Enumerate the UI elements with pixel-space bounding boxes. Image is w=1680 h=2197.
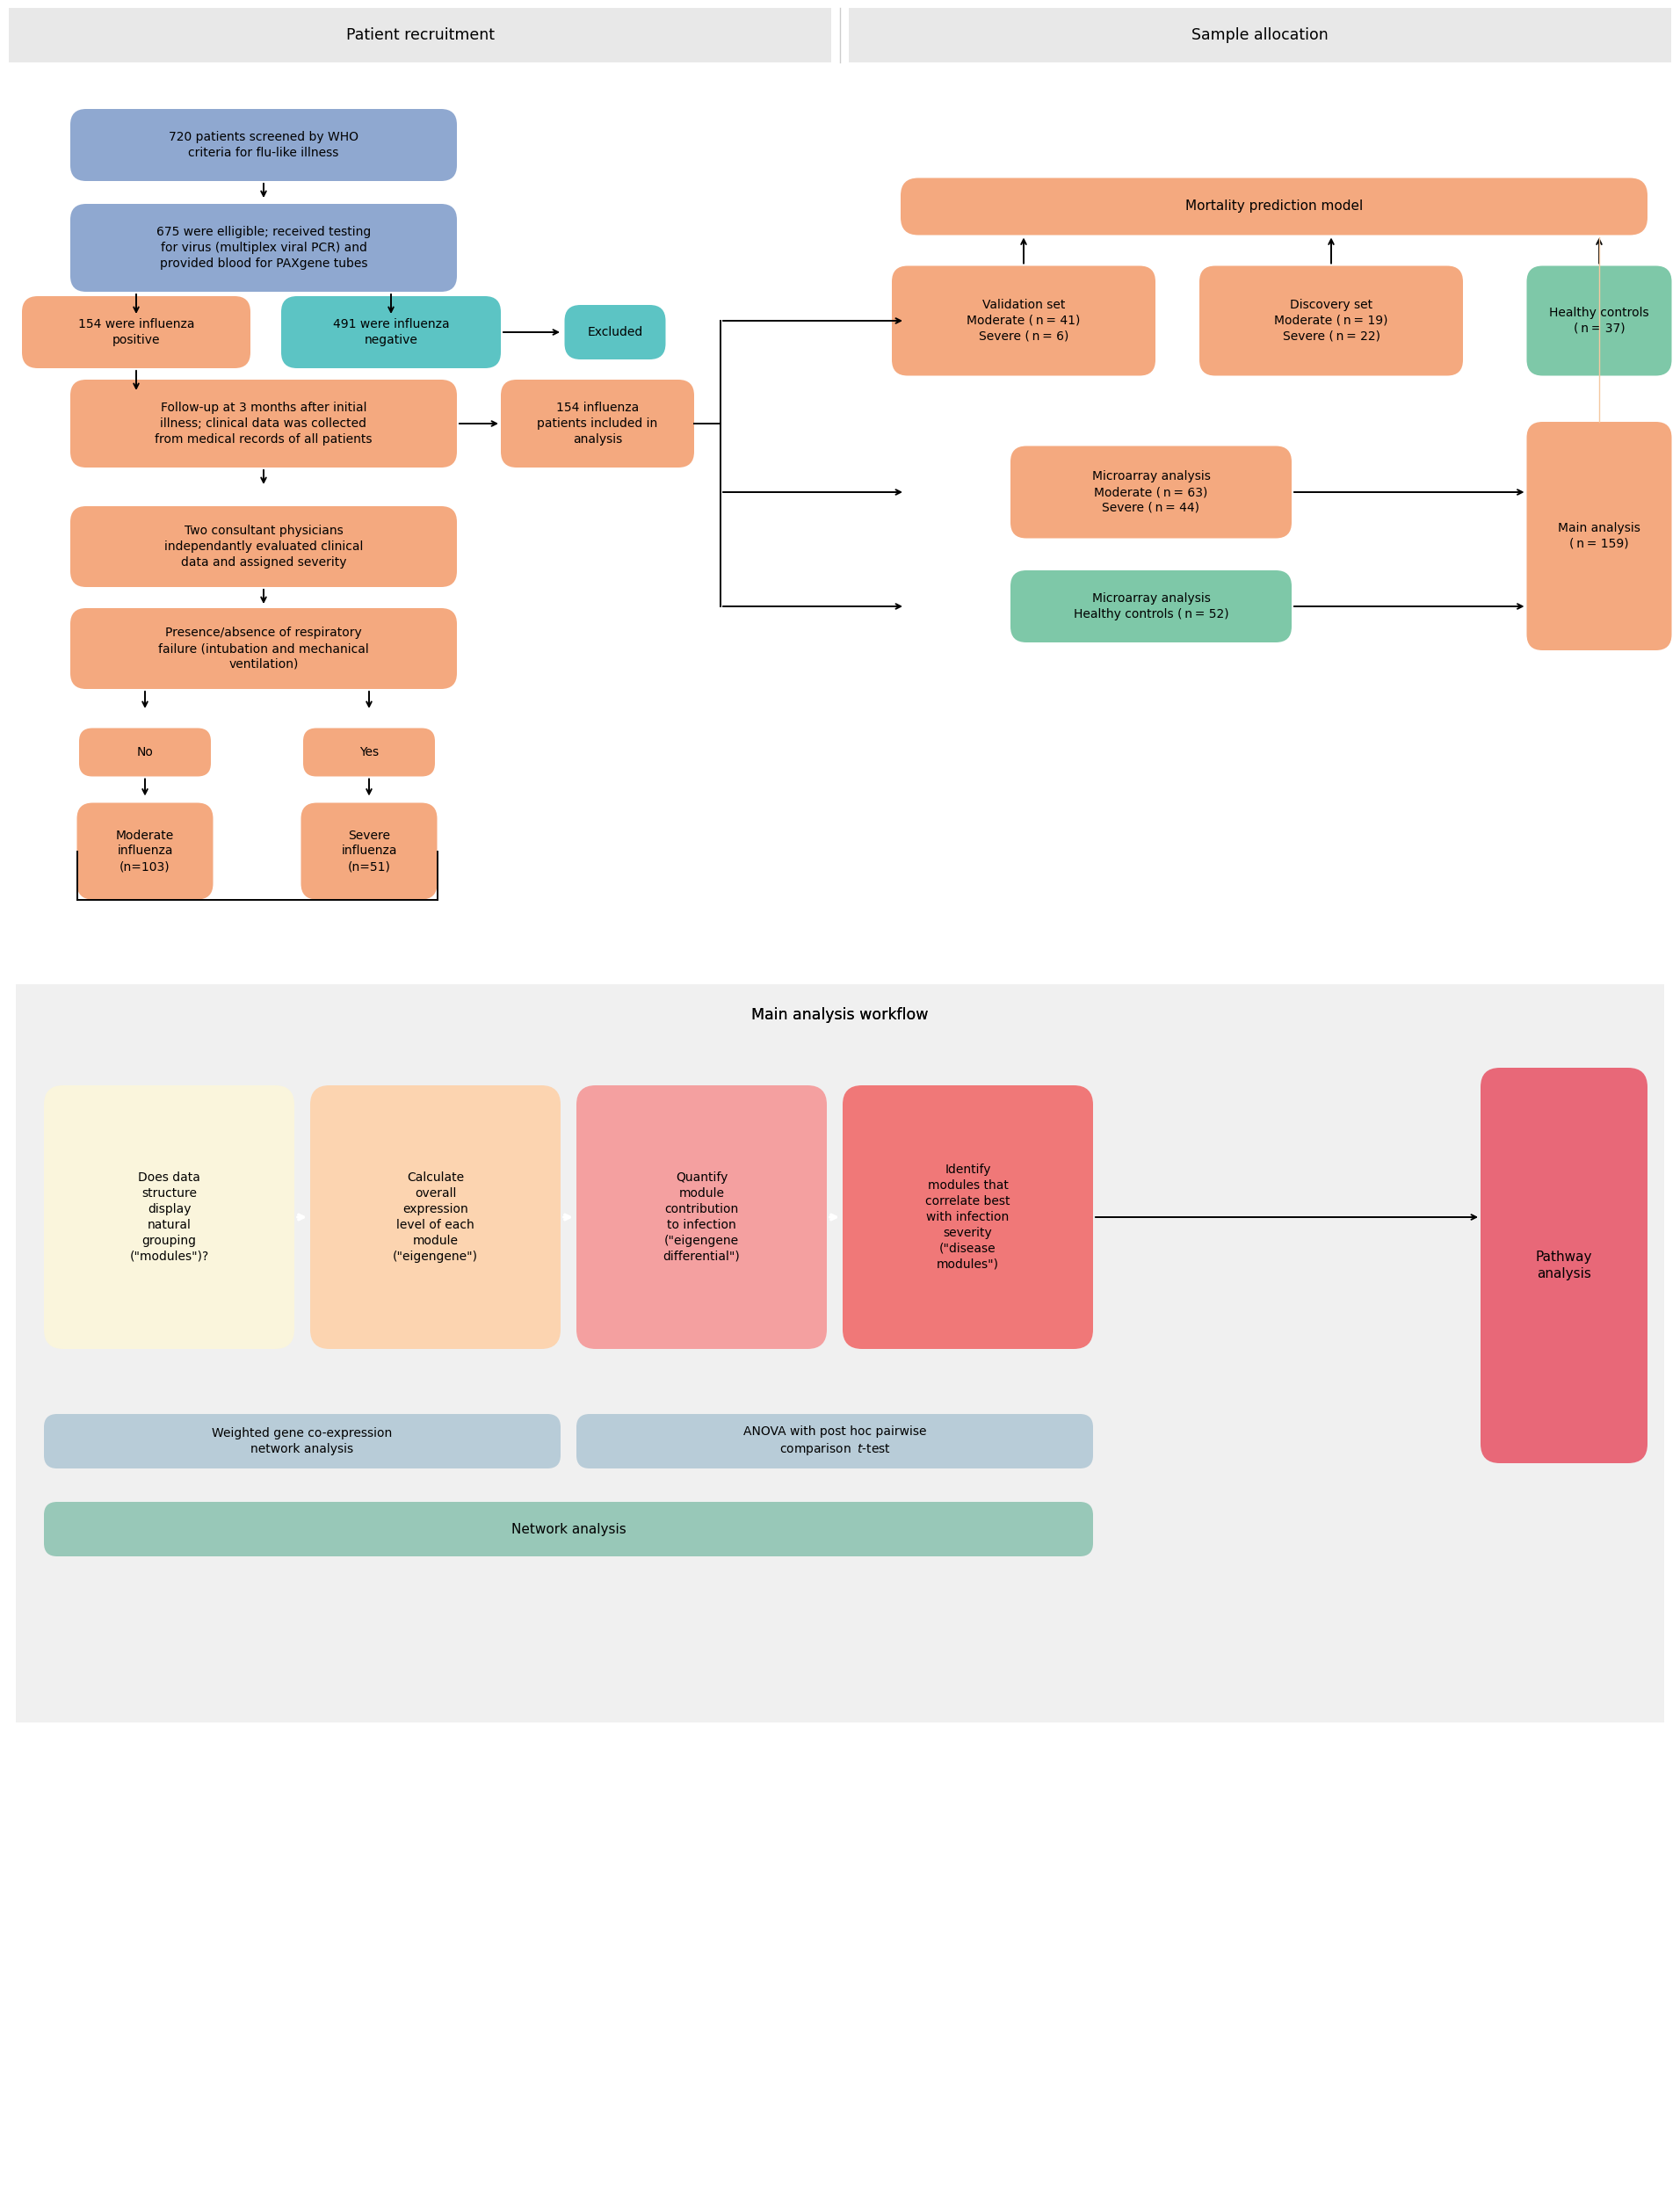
FancyBboxPatch shape [71,204,457,292]
Text: Calculate
overall
expression
level of each
module
("eigengene"): Calculate overall expression level of ea… [393,1171,479,1263]
Text: Quantify
module
contribution
to infection
("eigengene
differential"): Quantify module contribution to infectio… [664,1171,741,1263]
Text: Pathway
analysis: Pathway analysis [1536,1250,1593,1281]
Text: Patient recruitment: Patient recruitment [346,26,494,44]
Text: Yes: Yes [360,747,378,758]
FancyBboxPatch shape [1200,266,1463,376]
Text: Severe
influenza
(n=51): Severe influenza (n=51) [341,828,396,872]
Text: Microarray analysis
Healthy controls ( n = 52): Microarray analysis Healthy controls ( n… [1074,593,1228,620]
FancyBboxPatch shape [44,1085,294,1349]
FancyBboxPatch shape [44,1503,1094,1555]
FancyBboxPatch shape [15,989,1665,1041]
Text: Sample allocation: Sample allocation [1191,26,1329,44]
FancyBboxPatch shape [1480,1068,1648,1463]
Text: Presence/absence of respiratory
failure (intubation and mechanical
ventilation): Presence/absence of respiratory failure … [158,626,370,670]
Text: Two consultant physicians
independantly evaluated clinical
data and assigned sev: Two consultant physicians independantly … [165,525,363,569]
FancyBboxPatch shape [8,9,832,62]
Text: Main analysis
( n = 159): Main analysis ( n = 159) [1557,523,1640,549]
Text: ANOVA with post hoc pairwise
comparison  $t$-test: ANOVA with post hoc pairwise comparison … [743,1426,926,1457]
FancyBboxPatch shape [77,802,213,899]
Text: Follow-up at 3 months after initial
illness; clinical data was collected
from me: Follow-up at 3 months after initial illn… [155,402,373,446]
Text: Healthy controls
( n = 37): Healthy controls ( n = 37) [1549,308,1650,334]
Text: Moderate
influenza
(n=103): Moderate influenza (n=103) [116,828,175,872]
FancyBboxPatch shape [1010,571,1292,642]
FancyBboxPatch shape [1010,446,1292,538]
FancyBboxPatch shape [71,110,457,180]
Text: Weighted gene co-expression
network analysis: Weighted gene co-expression network anal… [212,1428,393,1454]
FancyBboxPatch shape [900,178,1648,235]
FancyBboxPatch shape [79,727,212,776]
Text: Main analysis workflow: Main analysis workflow [751,1006,929,1024]
Text: Network analysis: Network analysis [511,1523,627,1536]
FancyBboxPatch shape [22,297,250,369]
Text: 675 were elligible; received testing
for virus (multiplex viral PCR) and
provide: 675 were elligible; received testing for… [156,226,371,270]
FancyBboxPatch shape [301,802,437,899]
FancyBboxPatch shape [71,505,457,587]
FancyBboxPatch shape [892,266,1156,376]
FancyBboxPatch shape [1527,422,1672,650]
FancyBboxPatch shape [576,1085,827,1349]
FancyBboxPatch shape [281,297,501,369]
FancyBboxPatch shape [15,984,1665,1722]
FancyBboxPatch shape [576,1415,1094,1468]
FancyBboxPatch shape [564,305,665,360]
Text: 720 patients screened by WHO
criteria for flu-like illness: 720 patients screened by WHO criteria fo… [168,132,358,158]
FancyBboxPatch shape [302,727,435,776]
Text: Identify
modules that
correlate best
with infection
severity
("disease
modules"): Identify modules that correlate best wit… [926,1164,1010,1270]
FancyBboxPatch shape [501,380,694,468]
Text: Excluded: Excluded [588,325,643,338]
Text: 154 influenza
patients included in
analysis: 154 influenza patients included in analy… [538,402,659,446]
Text: No: No [136,747,153,758]
FancyBboxPatch shape [71,609,457,690]
Text: Microarray analysis
Moderate ( n = 63)
Severe ( n = 44): Microarray analysis Moderate ( n = 63) S… [1092,470,1210,514]
FancyBboxPatch shape [311,1085,561,1349]
FancyBboxPatch shape [44,1415,561,1468]
FancyBboxPatch shape [848,9,1672,62]
Text: Main analysis workflow: Main analysis workflow [751,1006,929,1024]
Text: Discovery set
Moderate ( n = 19)
Severe ( n = 22): Discovery set Moderate ( n = 19) Severe … [1273,299,1388,343]
FancyBboxPatch shape [71,380,457,468]
Text: Validation set
Moderate ( n = 41)
Severe ( n = 6): Validation set Moderate ( n = 41) Severe… [966,299,1080,343]
FancyBboxPatch shape [1527,266,1672,376]
Text: 491 were influenza
negative: 491 were influenza negative [333,319,449,347]
Text: 154 were influenza
positive: 154 were influenza positive [77,319,195,347]
FancyBboxPatch shape [843,1085,1094,1349]
Text: Mortality prediction model: Mortality prediction model [1184,200,1362,213]
Text: Does data
structure
display
natural
grouping
("modules")?: Does data structure display natural grou… [129,1171,208,1263]
